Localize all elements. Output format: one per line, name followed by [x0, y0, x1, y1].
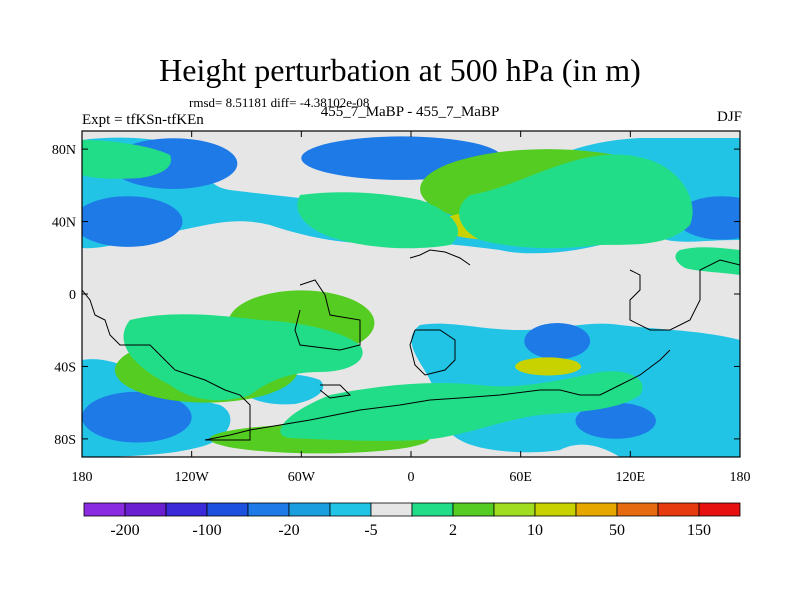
colorbar-label: -200 [110, 522, 139, 539]
colorbar-swatch [493, 502, 536, 517]
contour-positive-bands [82, 140, 740, 441]
colorbar-swatch [247, 502, 290, 517]
contour-plus2-north-east [459, 154, 693, 249]
contour-plus2-south-mid [280, 371, 643, 441]
colorbar-label: -20 [278, 522, 299, 539]
colorbar-label: 150 [687, 522, 711, 539]
contour-blob-5 [575, 402, 656, 439]
contour-blob-6 [524, 322, 591, 360]
latitude-axis: 80N 40N 0 40S 80S [52, 143, 740, 448]
colorbar-label: -100 [192, 522, 221, 539]
contour-plus2-far-east [675, 247, 740, 275]
colorbar-swatch [616, 502, 659, 517]
colorbar-swatch [698, 502, 741, 517]
colorbar-swatch [83, 502, 126, 517]
lon-tick-label: 0 [408, 470, 415, 485]
colorbar-swatch [657, 502, 700, 517]
lon-tick-label: 60E [509, 470, 532, 485]
colorbar-swatch [575, 502, 618, 517]
lon-tick-label: 60W [288, 470, 316, 485]
coastline-asia-east [629, 259, 740, 331]
contour-plus2-arctic-west [82, 140, 171, 179]
lat-tick-label: 80N [52, 143, 76, 158]
coastline-mid-ocean [294, 279, 361, 351]
contour-blob-14 [515, 357, 581, 376]
colorbar: -200 -100 -20 -5 2 10 50 150 [83, 502, 741, 539]
colorbar-swatch [206, 502, 249, 517]
coastline-africa [409, 329, 456, 376]
lat-tick-label: 0 [69, 288, 76, 303]
colorbar-swatch [329, 502, 372, 517]
figure-title: Height perturbation at 500 hPa (in m) [159, 52, 641, 88]
lon-tick-label: 180 [730, 470, 751, 485]
season-label: DJF [716, 109, 742, 125]
colorbar-label: 50 [609, 522, 625, 539]
lat-tick-label: 40N [52, 216, 76, 231]
lat-tick-label: 80S [54, 433, 76, 448]
comparison-label: 455_7_MaBP - 455_7_MaBP [320, 104, 500, 120]
colorbar-swatch [124, 502, 167, 517]
contour-plus2-north-mid [297, 192, 459, 249]
longitude-axis: 180 120W 60W 0 60E 120E 180 [72, 131, 751, 485]
lat-tick-label: 40S [54, 360, 76, 375]
experiment-label: Expt = tfKSn-tfKEn [82, 112, 204, 128]
statistics-label: rmsd= 8.51181 diff= -4.38102e-08 [189, 95, 370, 110]
colorbar-swatch [165, 502, 208, 517]
colorbar-swatch [534, 502, 577, 517]
colorbar-swatch [411, 502, 454, 517]
coastline-south-america [82, 289, 251, 441]
colorbar-swatch [288, 502, 331, 517]
coastline-europe [409, 249, 471, 266]
contour-blob-4 [82, 391, 192, 443]
contour-plus2-south-west [123, 314, 363, 401]
coastline-south-islands [319, 384, 352, 399]
lon-tick-label: 180 [72, 470, 93, 485]
colorbar-swatch [370, 502, 413, 517]
colorbar-label: 10 [527, 522, 543, 539]
coastline-antarctica [204, 349, 671, 441]
lon-tick-label: 120W [175, 470, 210, 485]
contour-blob-2 [82, 196, 183, 247]
coastline-layer [82, 249, 740, 441]
colorbar-label: -5 [364, 522, 377, 539]
colorbar-label: 2 [449, 522, 457, 539]
colorbar-swatch [452, 502, 495, 517]
lon-tick-label: 120E [616, 470, 646, 485]
